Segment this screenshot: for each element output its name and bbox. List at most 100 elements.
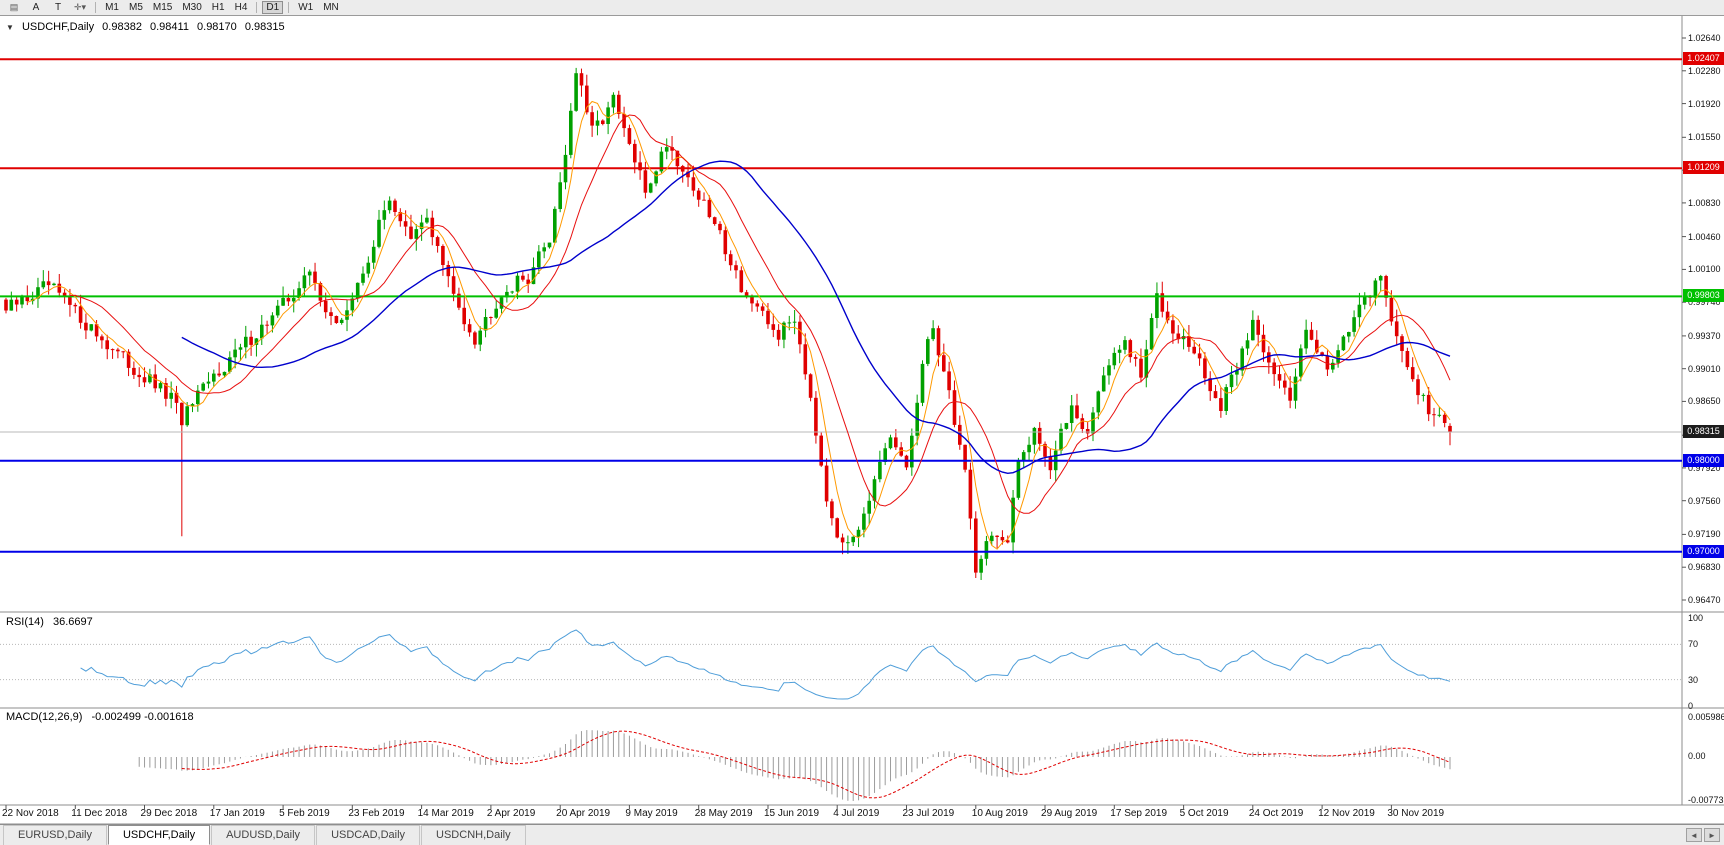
candle-body (94, 324, 99, 337)
candle-body (702, 199, 706, 201)
draw-tools-button[interactable]: ✛ ▾ (70, 1, 90, 14)
candle-body (318, 283, 323, 301)
tab-scroll-right-button[interactable]: ► (1704, 828, 1720, 842)
rsi-indicator-label: RSI(14) 36.6697 (6, 616, 99, 628)
candle-body (830, 501, 834, 519)
candle-body (1069, 405, 1074, 423)
candle-body (1293, 376, 1298, 401)
timeframe-m30[interactable]: M30 (182, 2, 202, 13)
candle-body (803, 344, 808, 375)
candle-body (1362, 296, 1367, 305)
candle-body (153, 374, 157, 389)
candle-body (473, 332, 477, 345)
candle-body (499, 297, 504, 309)
candle-body (1155, 293, 1159, 318)
candle-body (132, 367, 136, 375)
collapse-icon[interactable]: ▼ (6, 23, 14, 32)
candle-body (792, 321, 797, 323)
timeframe-m5[interactable]: M5 (128, 2, 143, 13)
candle-body (1389, 297, 1394, 322)
candle-body (451, 276, 456, 294)
candle-body (1261, 334, 1266, 353)
candle-body (910, 435, 914, 468)
candle-body (36, 287, 40, 299)
candle-body (936, 328, 941, 356)
candle-body (1144, 349, 1149, 378)
candle-body (105, 340, 109, 350)
candle-body (323, 300, 328, 313)
tab-usdcad[interactable]: USDCAD,Daily (316, 825, 421, 845)
candle-body (537, 251, 541, 268)
candle-body (728, 254, 733, 266)
candle-body (1080, 418, 1085, 429)
close-value: 0.98315 (244, 21, 285, 33)
letter-a-icon: A (32, 2, 40, 13)
candle-body (627, 128, 632, 144)
candle-body (142, 377, 147, 383)
timeframe-w1[interactable]: W1 (298, 2, 314, 13)
crosshair-icon: ✛ (74, 2, 82, 12)
candle-body (398, 212, 403, 222)
text-annotation-button[interactable]: A (26, 1, 46, 14)
candle-body (414, 229, 419, 239)
candle-body (78, 306, 83, 323)
candle-body (1416, 379, 1420, 396)
candle-body (648, 183, 653, 193)
candle-body (89, 324, 94, 331)
candle-body (1288, 387, 1292, 401)
chart-window-icon[interactable]: ▤ (4, 1, 24, 14)
candle-body (1037, 427, 1042, 444)
tab-usdcnh[interactable]: USDCNH,Daily (421, 825, 526, 845)
toolbar-separator (95, 2, 97, 13)
timeframe-h4[interactable]: H4 (234, 2, 248, 13)
candle-body (1165, 311, 1170, 321)
candle-body (920, 363, 925, 403)
tab-scroll-left-button[interactable]: ◄ (1686, 828, 1702, 842)
candle-body (387, 200, 392, 211)
candle-body (164, 383, 168, 399)
candle-body (718, 223, 722, 231)
candle-body (409, 226, 413, 239)
candle-body (1378, 276, 1383, 281)
candle-body (441, 246, 445, 265)
candle-body (664, 147, 669, 152)
candle-body (9, 299, 14, 311)
tab-eurusd[interactable]: EURUSD,Daily (3, 825, 107, 845)
candle-body (734, 265, 738, 271)
candle-body (1448, 425, 1452, 432)
high-value: 0.98411 (150, 21, 189, 33)
rsi-current-value: 36.6697 (52, 616, 93, 628)
text-label-button[interactable]: T (48, 1, 68, 14)
candle-body (1064, 423, 1069, 429)
candle-body (686, 171, 690, 178)
candle-body (1208, 378, 1212, 392)
candle-body (755, 303, 760, 307)
ohlc-header: ▼ USDCHF,Daily 0.98382 0.98411 0.98170 0… (6, 21, 290, 33)
candle-body (137, 374, 141, 378)
candle-body (521, 275, 525, 280)
timeframe-h1[interactable]: H1 (211, 2, 225, 13)
candle-body (1096, 391, 1101, 413)
candle-body (771, 324, 776, 330)
open-value: 0.98382 (102, 21, 142, 33)
candle-body (878, 462, 882, 480)
candle-body (1011, 497, 1015, 543)
timeframe-d1[interactable]: D1 (262, 1, 284, 14)
tab-usdchf[interactable]: USDCHF,Daily (107, 825, 211, 845)
timeframe-mn[interactable]: MN (323, 2, 339, 13)
timeframe-m15[interactable]: M15 (152, 2, 173, 13)
candle-body (579, 73, 584, 86)
candle-body (814, 397, 818, 436)
tab-audusd[interactable]: AUDUSD,Daily (211, 825, 316, 845)
candle-body (116, 349, 120, 352)
candle-body (1352, 317, 1356, 332)
candle-body (670, 147, 674, 151)
candle-body (1432, 414, 1436, 416)
chart-icon: ▤ (9, 2, 19, 12)
candle-body (505, 291, 509, 298)
timeframe-m1[interactable]: M1 (105, 2, 119, 13)
macd-indicator-label: MACD(12,26,9) -0.002499 -0.001618 (6, 711, 200, 723)
candle-body (158, 383, 163, 389)
candle-body (510, 291, 514, 293)
